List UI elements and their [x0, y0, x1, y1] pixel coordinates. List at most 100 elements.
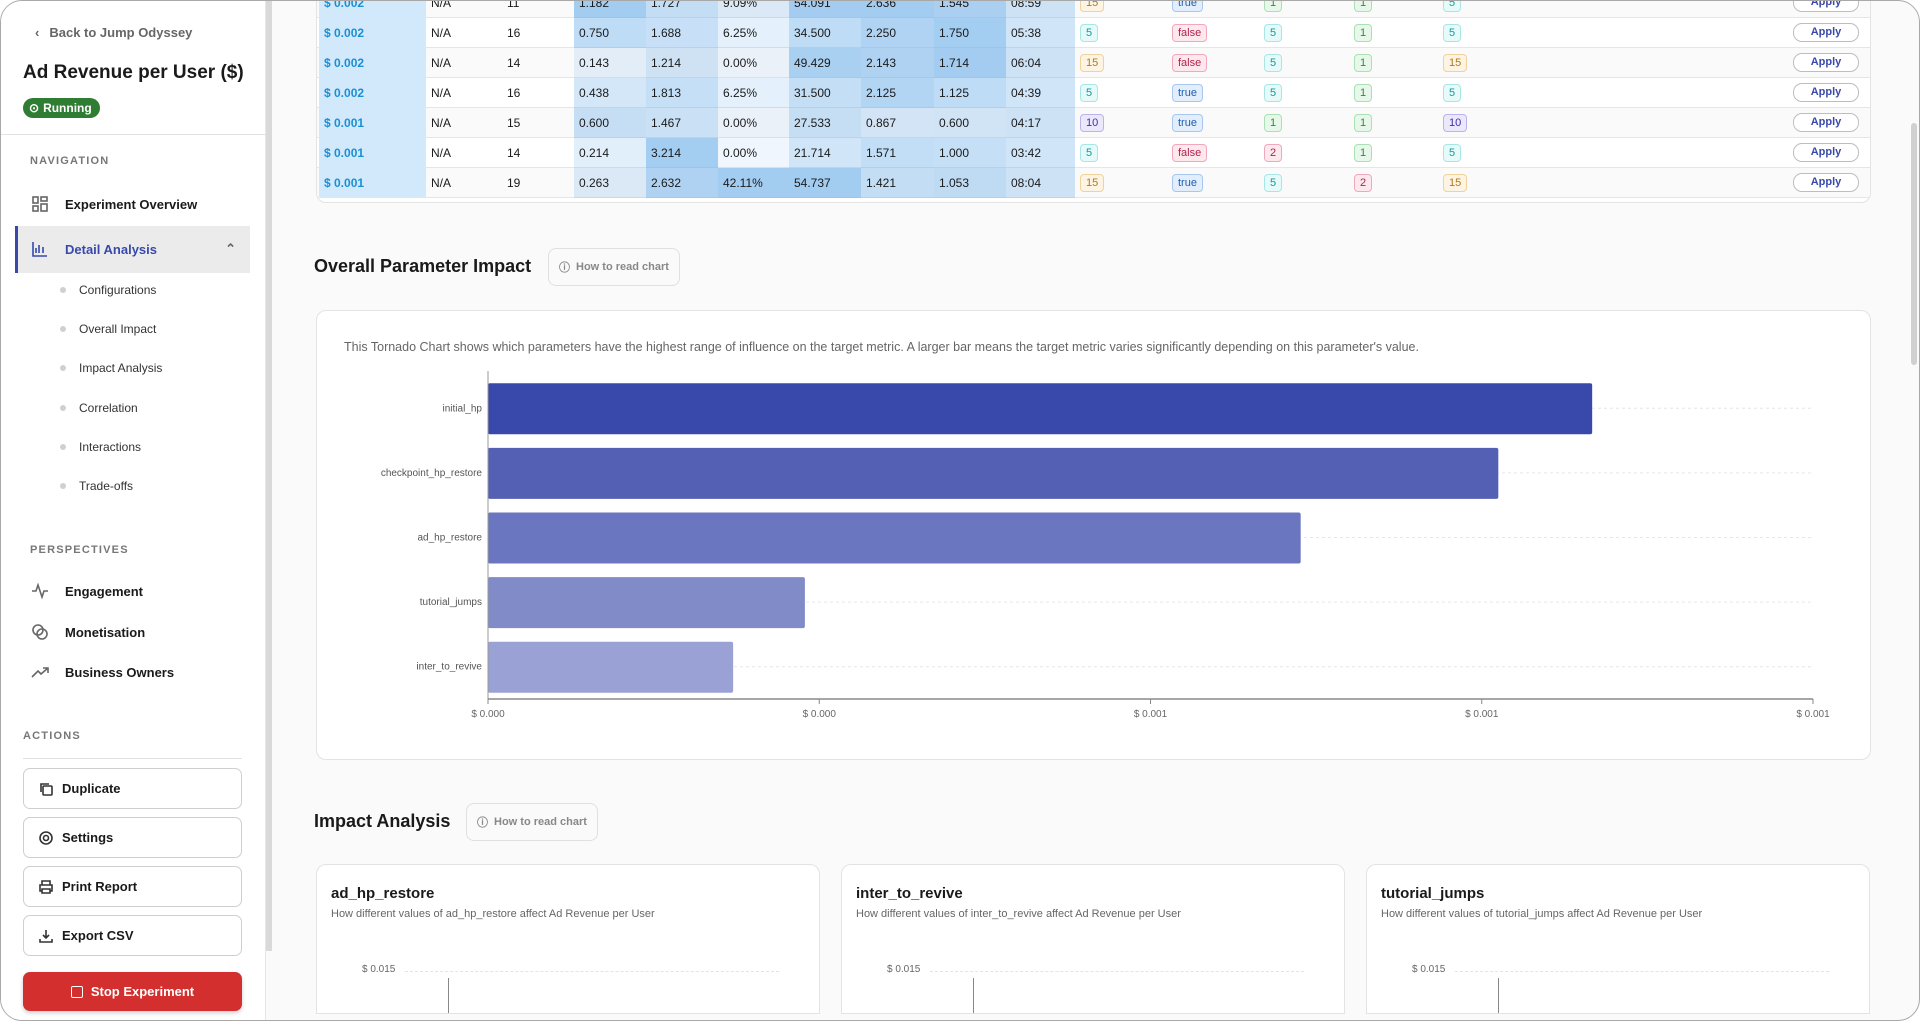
- nav-label: Experiment Overview: [65, 196, 198, 212]
- sidebar-subitem[interactable]: Configurations: [60, 283, 156, 297]
- apply-button[interactable]: Apply: [1793, 113, 1859, 132]
- how-to-read-chart-button[interactable]: ⓘ How to read chart: [466, 803, 598, 841]
- subitem-label: Overall Impact: [79, 322, 157, 336]
- chevron-up-icon: ⌃: [225, 241, 236, 256]
- sidebar-subitem[interactable]: Impact Analysis: [60, 361, 162, 375]
- table-cell: 0.00%: [718, 48, 789, 78]
- impact-card-inter_to_revive: inter_to_revive How different values of i…: [841, 864, 1345, 1014]
- bar-tutorial_jumps: [488, 577, 805, 629]
- table-cell: 04:17: [1006, 108, 1075, 138]
- table-cell: $ 0.001: [319, 168, 426, 198]
- table-cell: 42.11%: [718, 168, 789, 198]
- apply-button[interactable]: Apply: [1793, 83, 1859, 102]
- how-to-read-chart-button[interactable]: ⓘ How to read chart: [548, 248, 680, 286]
- table-cell: 21.714: [789, 138, 861, 168]
- apply-button[interactable]: Apply: [1793, 1, 1859, 12]
- table-cell: 1.750: [934, 18, 1006, 48]
- table-cell: 03:42: [1006, 138, 1075, 168]
- value-badge: false: [1172, 144, 1208, 162]
- chevron-left-icon: ‹: [35, 25, 40, 40]
- value-badge: true: [1172, 114, 1203, 132]
- card-title: ad_hp_restore: [331, 885, 435, 902]
- status-badge: ⊙ Running: [23, 98, 100, 118]
- sidebar-item-experiment-overview[interactable]: Experiment Overview: [31, 195, 197, 213]
- table-cell: N/A: [431, 0, 452, 10]
- bar-initial_hp: [488, 383, 1593, 435]
- sidebar-subitem[interactable]: Correlation: [60, 401, 138, 415]
- table-cell: N/A: [431, 26, 452, 40]
- sidebar-scrollbar[interactable]: [266, 1, 272, 951]
- copy-icon: [40, 782, 53, 796]
- table-cell: 9.09%: [718, 1, 789, 18]
- value-badge: 1: [1354, 114, 1373, 132]
- sidebar-item-engagement[interactable]: Engagement: [31, 582, 143, 600]
- detail-analysis-row[interactable]: Detail Analysis ⌃: [31, 240, 236, 258]
- table-cell: 1.000: [934, 138, 1006, 168]
- play-circle-icon: ⊙: [29, 101, 40, 115]
- table-cell: 1.545: [934, 1, 1006, 18]
- nav-label: Monetisation: [65, 624, 146, 640]
- chart-description: This Tornado Chart shows which parameter…: [344, 340, 1419, 354]
- value-badge: 1: [1354, 1, 1373, 12]
- sidebar-subitem[interactable]: Interactions: [60, 440, 141, 454]
- value-badge: 1: [1354, 24, 1373, 42]
- table-cell: 0.600: [934, 108, 1006, 138]
- value-badge: 5: [1443, 84, 1462, 102]
- table-cell: 0.263: [574, 168, 646, 198]
- table-cell: 0.00%: [718, 138, 789, 168]
- main-scrollbar[interactable]: [1911, 123, 1917, 365]
- table-cell: 1.467: [646, 108, 718, 138]
- card-title: inter_to_revive: [856, 885, 963, 902]
- table-cell: N/A: [431, 176, 452, 190]
- value-badge: 15: [1443, 54, 1468, 72]
- apply-button[interactable]: Apply: [1793, 173, 1859, 192]
- sidebar-item-monetisation[interactable]: Monetisation: [31, 623, 145, 641]
- table-row: $ 0.001 N/A 14 0.214 3.214 0.00% 21.714 1.571 1.…: [317, 138, 1870, 168]
- button-label: Settings: [62, 830, 114, 845]
- table-cell: 34.500: [789, 18, 861, 48]
- export-csv-button[interactable]: Export CSV: [23, 915, 242, 956]
- configurations-table: $ 0.002 N/A 11 1.182 1.727 9.09% 54.091 2.636 1.…: [316, 0, 1871, 203]
- table-cell: 0.600: [574, 108, 646, 138]
- impact-card-ad_hp_restore: ad_hp_restore How different values of ad_…: [316, 864, 820, 1014]
- sidebar-item-business-owners[interactable]: Business Owners: [31, 663, 174, 681]
- grid-line: [930, 971, 1304, 972]
- table-cell: N/A: [431, 116, 452, 130]
- print-report-button[interactable]: Print Report: [23, 866, 242, 907]
- table-cell: 6.25%: [718, 78, 789, 108]
- subitem-label: Impact Analysis: [79, 361, 163, 375]
- x-tick-label: $ 0.001: [1465, 709, 1499, 720]
- table-cell: 1.714: [934, 48, 1006, 78]
- apply-button[interactable]: Apply: [1793, 143, 1859, 162]
- value-badge: 15: [1080, 174, 1105, 192]
- stop-experiment-button[interactable]: Stop Experiment: [23, 972, 242, 1011]
- sidebar-subitem[interactable]: Overall Impact: [60, 322, 156, 336]
- settings-button[interactable]: Settings: [23, 817, 242, 858]
- value-badge: 5: [1443, 144, 1462, 162]
- y-tick-label: tutorial_jumps: [420, 597, 482, 608]
- table-cell: 1.813: [646, 78, 718, 108]
- perspectives-heading: PERSPECTIVES: [30, 544, 129, 556]
- duplicate-button[interactable]: Duplicate: [23, 768, 242, 809]
- sidebar-item-detail-analysis[interactable]: [15, 226, 250, 273]
- table-cell: 08:04: [1006, 168, 1075, 198]
- table-cell: 1.053: [934, 168, 1006, 198]
- value-badge: 2: [1264, 144, 1283, 162]
- table-cell: 31.500: [789, 78, 861, 108]
- apply-button[interactable]: Apply: [1793, 23, 1859, 42]
- back-link[interactable]: ‹ Back to Jump Odyssey: [35, 25, 192, 40]
- bar-checkpoint_hp_restore: [488, 447, 1499, 499]
- value-badge: false: [1172, 24, 1208, 42]
- table-cell: 0.143: [574, 48, 646, 78]
- table-cell: 1.688: [646, 18, 718, 48]
- button-label: Stop Experiment: [90, 984, 195, 999]
- table-cell: 0.750: [574, 18, 646, 48]
- table-cell: 08:59: [1006, 1, 1075, 18]
- apply-button[interactable]: Apply: [1793, 53, 1859, 72]
- y-tick-label: inter_to_revive: [416, 662, 482, 673]
- table-cell: 2.636: [861, 1, 934, 18]
- bullet-icon: [60, 365, 66, 371]
- table-cell: 14: [507, 146, 521, 160]
- sidebar-subitem[interactable]: Trade-offs: [60, 479, 133, 493]
- bullet-icon: [60, 444, 66, 450]
